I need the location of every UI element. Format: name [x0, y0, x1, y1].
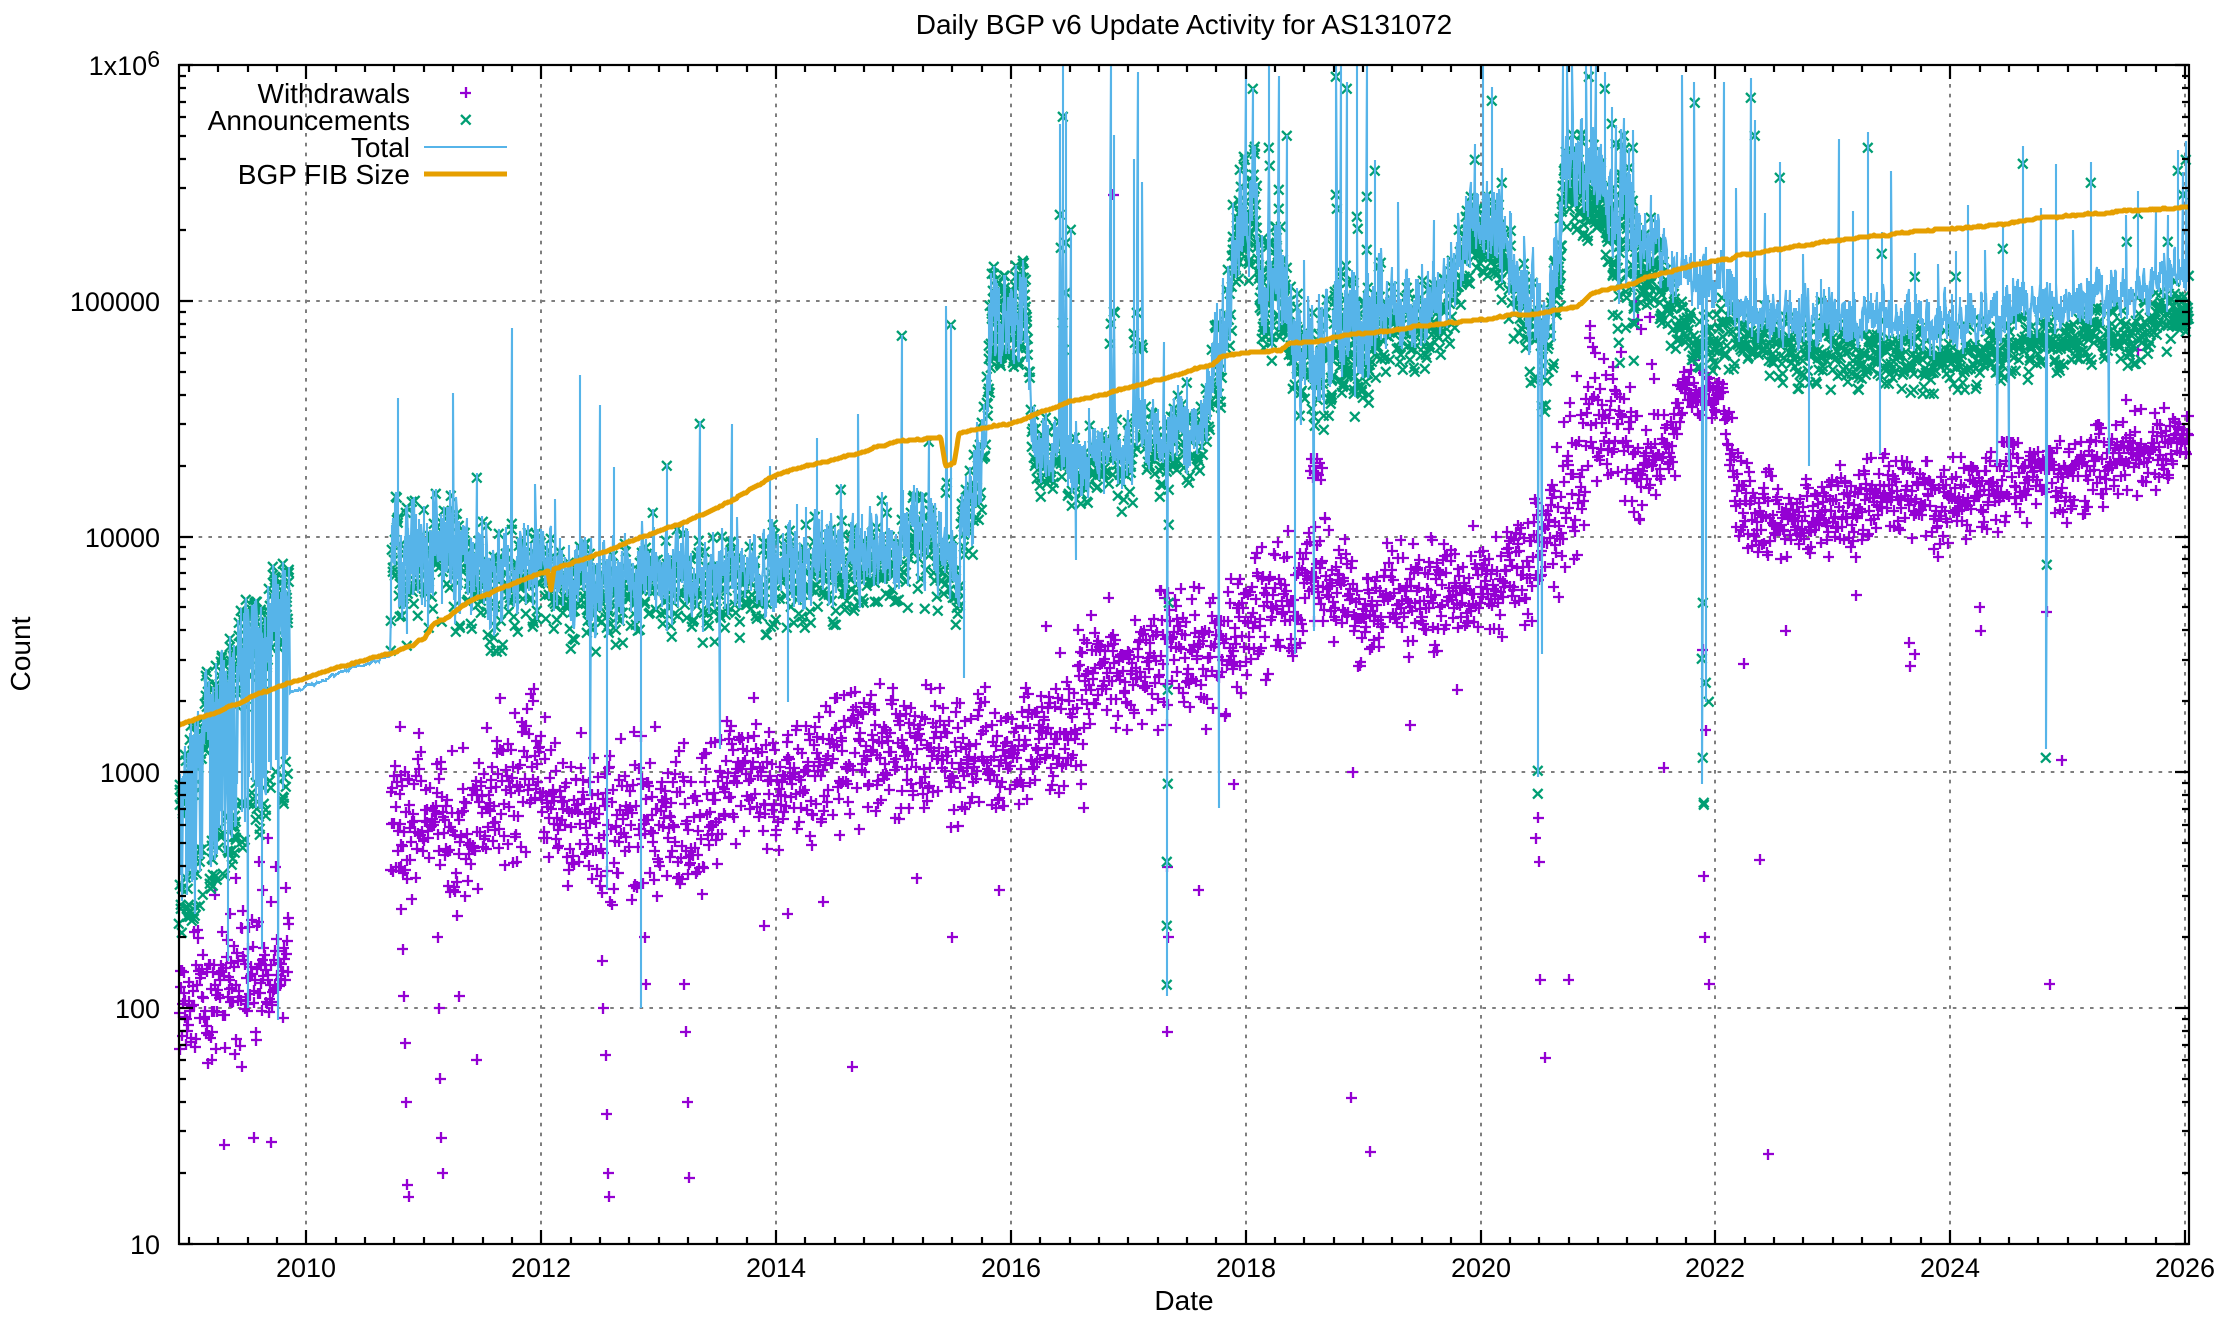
- svg-text:Withdrawals: Withdrawals: [258, 78, 410, 109]
- svg-text:Daily BGP v6 Update Activity f: Daily BGP v6 Update Activity for AS13107…: [916, 9, 1452, 40]
- svg-text:Total: Total: [351, 132, 410, 163]
- svg-text:Announcements: Announcements: [208, 105, 410, 136]
- svg-text:2016: 2016: [981, 1253, 1041, 1283]
- svg-text:100: 100: [115, 994, 160, 1024]
- svg-text:1x106: 1x106: [89, 46, 160, 81]
- svg-text:2012: 2012: [511, 1253, 571, 1283]
- svg-text:2020: 2020: [1451, 1253, 1511, 1283]
- svg-text:10000: 10000: [85, 523, 160, 553]
- svg-text:2014: 2014: [746, 1253, 806, 1283]
- svg-text:BGP FIB Size: BGP FIB Size: [238, 159, 410, 190]
- svg-text:10: 10: [130, 1230, 160, 1260]
- svg-text:Date: Date: [1154, 1285, 1213, 1316]
- svg-text:Count: Count: [5, 616, 36, 691]
- svg-text:2018: 2018: [1216, 1253, 1276, 1283]
- svg-text:2024: 2024: [1920, 1253, 1980, 1283]
- svg-text:100000: 100000: [70, 287, 160, 317]
- svg-text:2026: 2026: [2155, 1253, 2215, 1283]
- svg-text:1000: 1000: [100, 758, 160, 788]
- svg-text:2022: 2022: [1685, 1253, 1745, 1283]
- svg-text:2010: 2010: [276, 1253, 336, 1283]
